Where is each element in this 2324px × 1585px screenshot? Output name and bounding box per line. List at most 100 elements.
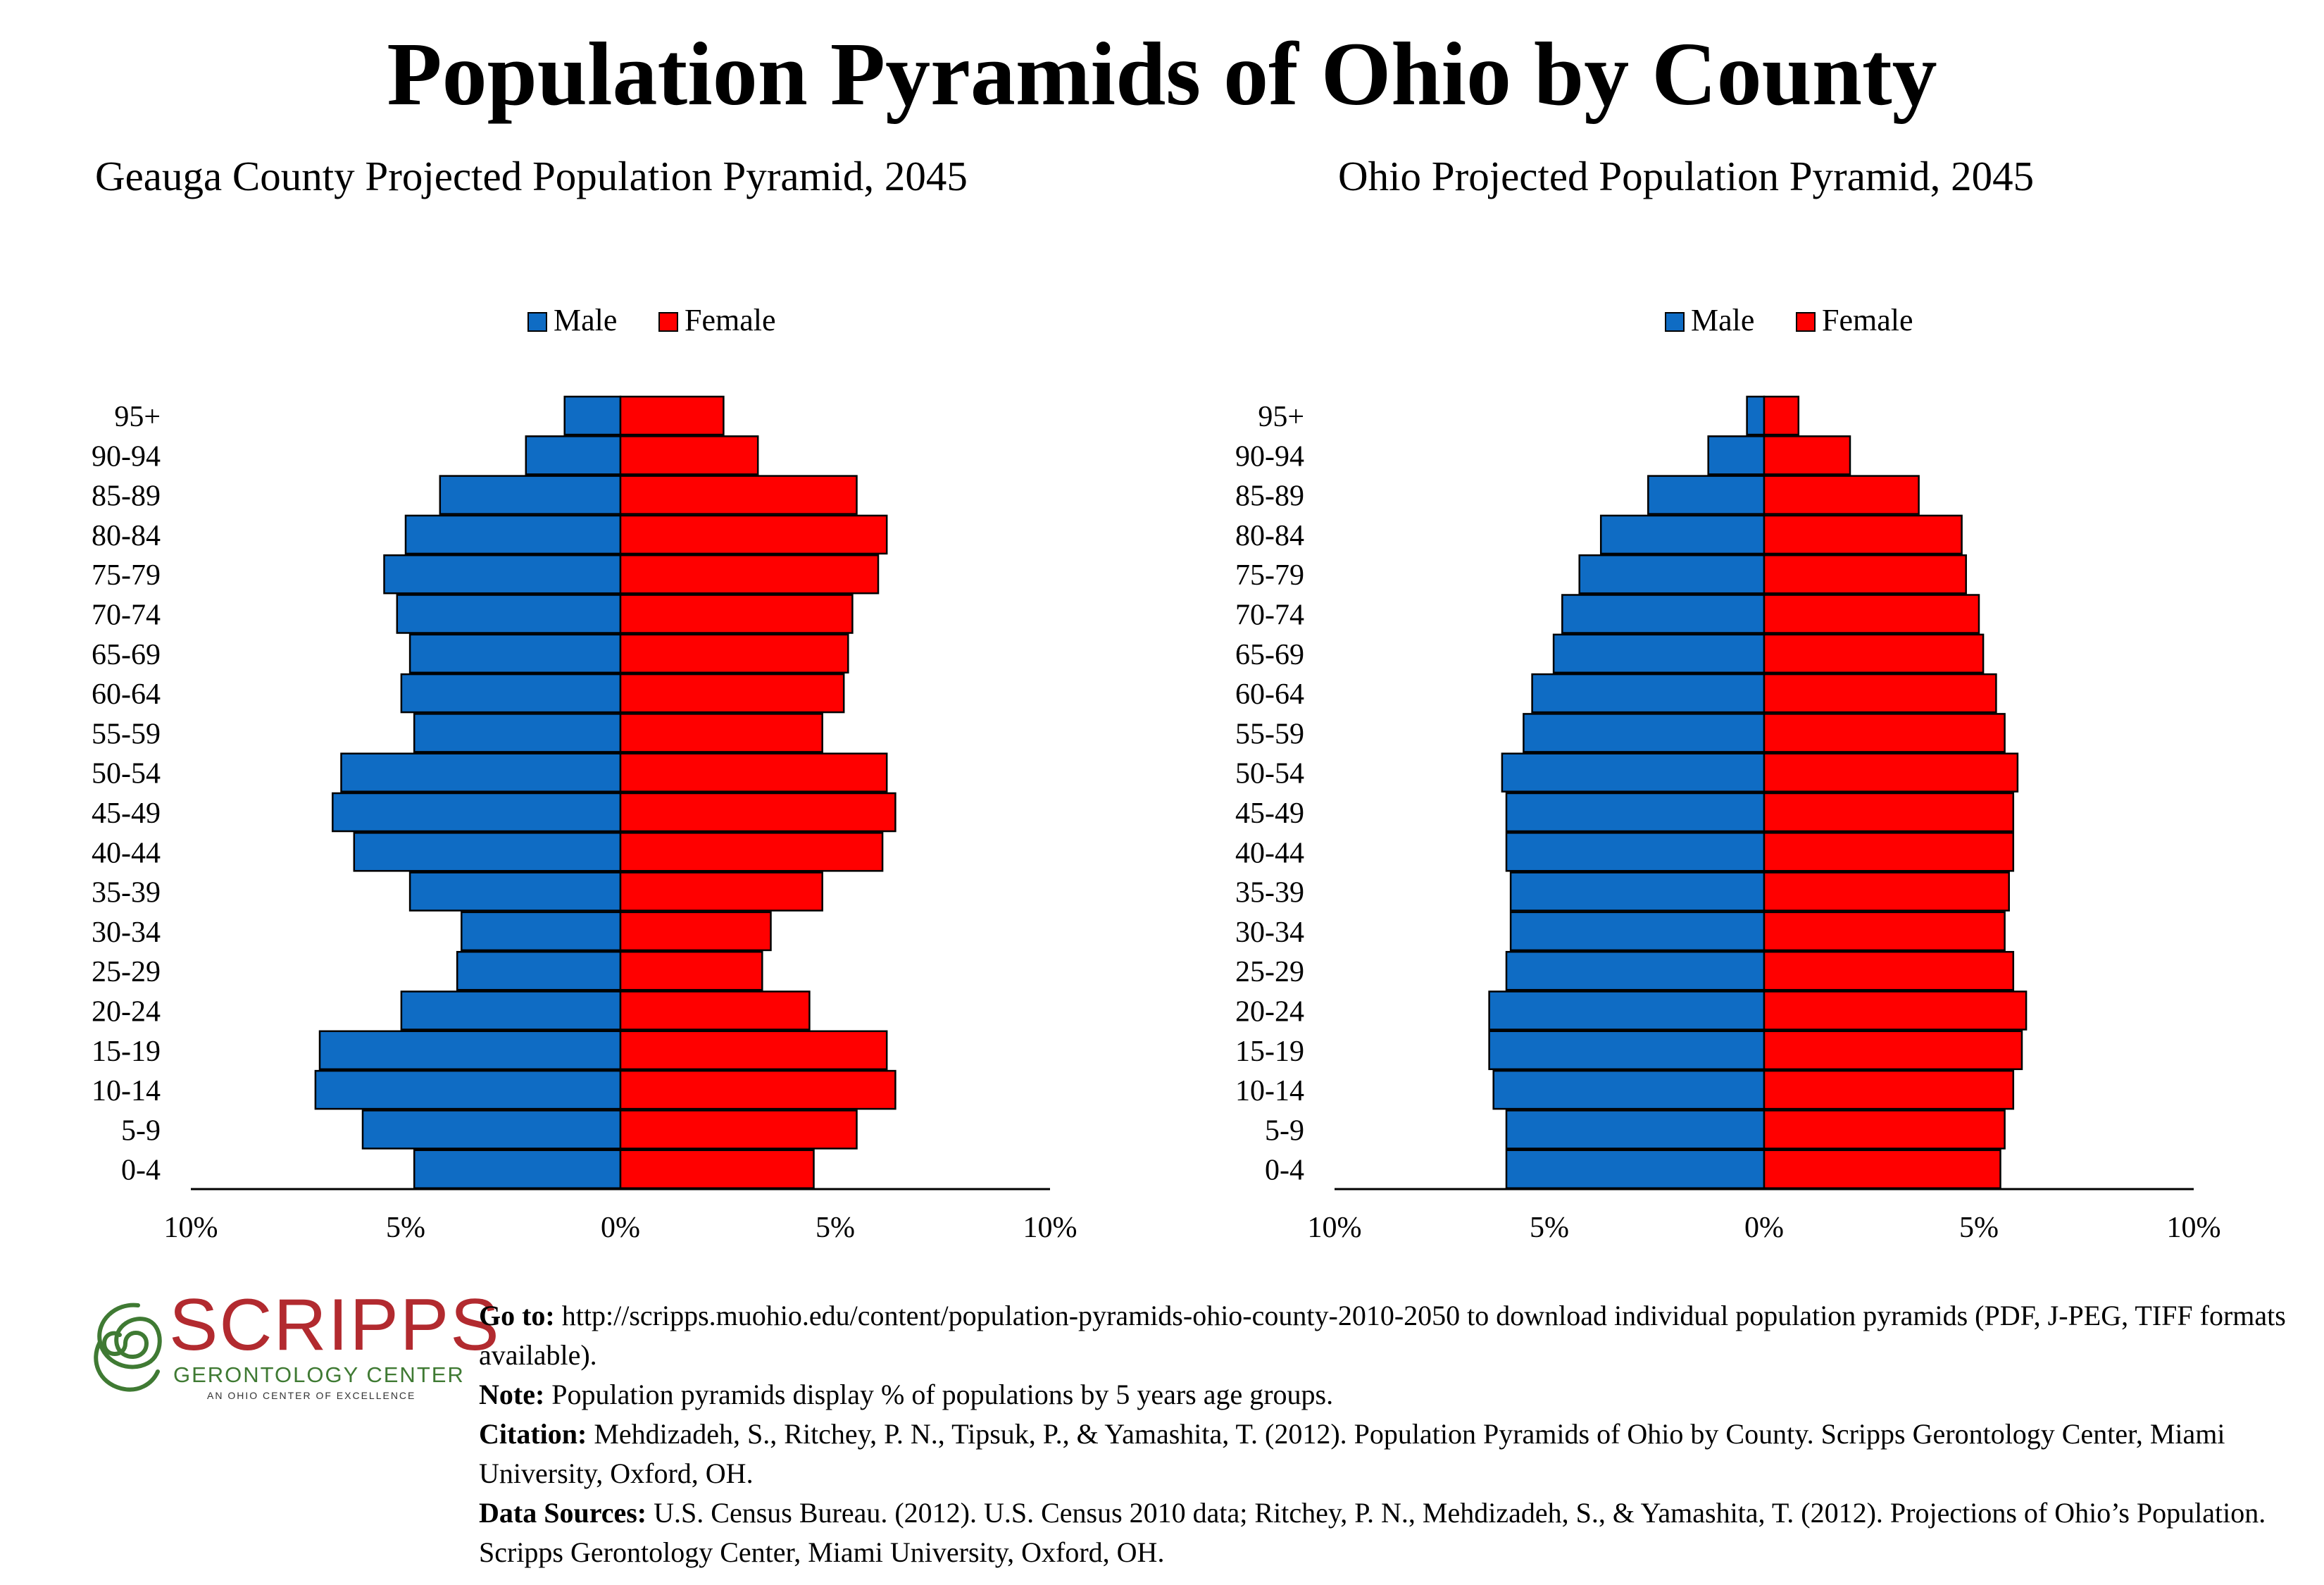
male-bar [318, 1030, 622, 1071]
age-group-label: 15-19 [1235, 1036, 1304, 1068]
male-bar [400, 990, 622, 1031]
female-bar [1763, 395, 1800, 436]
age-group-label: 25-29 [92, 956, 161, 988]
female-bar [619, 1149, 815, 1189]
legend-male-label: Male [1691, 303, 1754, 337]
note-label: Note: [479, 1379, 545, 1410]
age-group-label: 50-54 [92, 758, 161, 790]
chart-title: Geauga County Projected Population Pyram… [95, 153, 968, 199]
x-tick-label: 5% [1530, 1212, 1569, 1244]
age-group-label: 0-4 [1265, 1155, 1304, 1187]
notes-block: Go to: http://scripps.muohio.edu/content… [479, 1296, 2303, 1572]
x-tick-label: 10% [2167, 1212, 2221, 1244]
female-bar [1763, 911, 2006, 952]
age-group-label: 45-49 [92, 797, 161, 830]
female-bar [1763, 832, 2015, 872]
female-bar [619, 633, 849, 674]
male-bar [413, 1149, 622, 1189]
legend-male-swatch [1665, 312, 1685, 332]
age-group-label: 35-39 [1235, 877, 1304, 909]
male-bar [340, 752, 622, 792]
male-bar [1561, 594, 1766, 634]
female-bar [619, 673, 845, 714]
male-bar [456, 950, 622, 991]
age-group-label: 60-64 [92, 678, 161, 711]
legend-female-swatch [1796, 312, 1816, 332]
female-bar [1763, 950, 2015, 991]
legend-female-label: Female [685, 303, 776, 337]
female-bar [619, 792, 897, 833]
male-bar [1488, 1030, 1766, 1071]
male-bar [404, 514, 622, 555]
male-bar [1531, 673, 1766, 714]
age-group-label: 75-79 [1235, 559, 1304, 592]
logo-subtitle: GERONTOLOGY CENTER [173, 1362, 465, 1387]
age-group-label: 35-39 [92, 877, 161, 909]
age-group-label: 95+ [114, 401, 161, 433]
male-bar [1492, 1069, 1766, 1110]
female-bar [1763, 435, 1851, 476]
age-group-label: 10-14 [1235, 1075, 1304, 1107]
male-bar [400, 673, 622, 714]
age-group-label: 15-19 [92, 1036, 161, 1068]
sources-text: U.S. Census Bureau. (2012). U.S. Census … [479, 1497, 2266, 1568]
male-bar [1505, 1110, 1766, 1150]
x-tick-label: 5% [1959, 1212, 1999, 1244]
male-bar [1746, 395, 1766, 436]
age-group-label: 85-89 [1235, 480, 1304, 513]
note-text: Population pyramids display % of populat… [544, 1379, 1334, 1410]
male-bar [408, 633, 622, 674]
male-bar [1599, 514, 1766, 555]
goto-note: Go to: http://scripps.muohio.edu/content… [479, 1296, 2303, 1375]
age-group-label: 80-84 [92, 520, 161, 552]
x-tick-label: 10% [1023, 1212, 1077, 1244]
female-bar [1763, 1149, 2001, 1189]
male-bar [413, 713, 622, 753]
goto-label: Go to: [479, 1300, 555, 1331]
male-bar [1505, 832, 1766, 872]
male-bar [1505, 950, 1766, 991]
female-bar [1763, 1069, 2015, 1110]
age-group-label: 95+ [1258, 401, 1304, 433]
main-title: Population Pyramids of Ohio by County [387, 24, 1937, 124]
male-bar [361, 1110, 622, 1150]
female-bar [1763, 673, 1997, 714]
male-bar [1509, 911, 1766, 952]
age-group-label: 5-9 [1265, 1114, 1304, 1147]
male-bar [1505, 1149, 1766, 1189]
legend-male-label: Male [554, 303, 617, 337]
age-group-label: 70-74 [92, 599, 161, 632]
female-bar [1763, 633, 1985, 674]
male-bar [1523, 713, 1766, 753]
female-bar [619, 713, 823, 753]
female-bar [1763, 1030, 2023, 1071]
age-group-label: 40-44 [1235, 837, 1304, 869]
female-bar [619, 475, 858, 515]
male-bar [1509, 871, 1766, 912]
age-group-label: 55-59 [1235, 718, 1304, 750]
age-group-label: 65-69 [92, 639, 161, 671]
age-group-label: 20-24 [92, 996, 161, 1028]
female-bar [619, 1110, 858, 1150]
male-bar [408, 871, 622, 912]
age-group-label: 90-94 [92, 440, 161, 473]
female-bar [619, 871, 823, 912]
x-tick-label: 5% [816, 1212, 855, 1244]
female-bar [619, 395, 725, 436]
legend-female-label: Female [1822, 303, 1913, 337]
logo-wordmark: SCRIPPS [169, 1284, 501, 1366]
citation-text: Mehdizadeh, S., Ritchey, P. N., Tipsuk, … [479, 1418, 2225, 1489]
sources-note: Data Sources: U.S. Census Bureau. (2012)… [479, 1493, 2303, 1572]
x-tick-label: 5% [386, 1212, 425, 1244]
male-bar [525, 435, 622, 476]
female-bar [1763, 871, 2010, 912]
male-bar [314, 1069, 622, 1110]
pyramid-chart-1: Geauga County Projected Population Pyram… [92, 153, 1077, 1244]
citation-note: Citation: Mehdizadeh, S., Ritchey, P. N.… [479, 1415, 2303, 1493]
age-group-label: 30-34 [1235, 916, 1304, 949]
male-bar [1707, 435, 1766, 476]
note-line: Note: Population pyramids display % of p… [479, 1375, 2303, 1415]
age-group-label: 80-84 [1235, 520, 1304, 552]
female-bar [619, 594, 854, 634]
